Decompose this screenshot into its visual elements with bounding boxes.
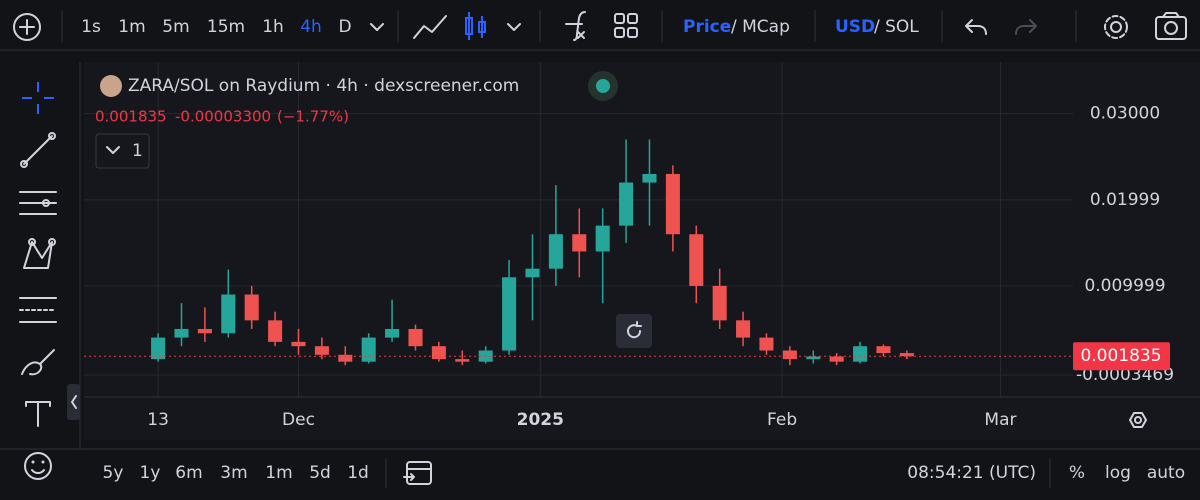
axis-settings[interactable] <box>1129 412 1147 428</box>
interval-dropdown[interactable] <box>370 23 384 31</box>
interval[interactable]: 15m <box>207 17 245 37</box>
candle-body <box>291 341 306 347</box>
candle-body <box>876 346 891 354</box>
candle-button[interactable] <box>465 12 486 40</box>
text-tool[interactable] <box>25 401 51 427</box>
candle-body <box>736 320 751 338</box>
candle-body <box>642 173 657 183</box>
add-button[interactable] <box>13 13 41 41</box>
percent-toggle[interactable]: % <box>1069 463 1085 483</box>
candle-body <box>221 294 236 334</box>
status-dot <box>596 79 610 93</box>
sol-toggle[interactable]: / SOL <box>874 17 919 37</box>
line-chart-button[interactable] <box>413 15 447 39</box>
interval[interactable]: 5m <box>162 17 189 37</box>
candle-body <box>268 320 283 342</box>
screenshot-button[interactable] <box>1155 12 1187 40</box>
legend-change-pct: (−1.77%) <box>277 108 349 126</box>
settings-button[interactable] <box>1104 15 1128 39</box>
candle-body <box>782 350 797 360</box>
candle-body <box>619 182 634 226</box>
candle-body <box>455 359 470 362</box>
token-avatar <box>100 75 122 97</box>
auto-toggle[interactable]: auto <box>1147 463 1185 483</box>
interval[interactable]: D <box>338 17 351 37</box>
x-tick-label: Mar <box>984 410 1016 430</box>
range-button[interactable]: 5y <box>103 463 124 483</box>
y-tick-label: 0.01999 <box>1090 190 1160 210</box>
usd-toggle[interactable]: USD <box>835 17 875 37</box>
candle-body <box>361 337 376 362</box>
chart-panel <box>84 62 1200 440</box>
chart-type-dropdown[interactable] <box>507 23 521 31</box>
legend-count: 1 <box>132 141 143 161</box>
interval[interactable]: 1h <box>262 17 284 37</box>
last-price-tag <box>1073 342 1170 371</box>
candle-body <box>548 234 563 269</box>
candle-body <box>174 328 189 338</box>
prediction-tool[interactable] <box>19 297 57 323</box>
candle-body <box>502 277 517 351</box>
fib-tool[interactable] <box>19 191 57 215</box>
interval[interactable]: 1m <box>118 17 145 37</box>
candle-body <box>244 294 259 321</box>
pattern-tool[interactable] <box>23 238 56 269</box>
range-button[interactable]: 5d <box>309 463 331 483</box>
legend-price: 0.001835 <box>95 108 167 126</box>
date-range-button[interactable] <box>403 461 432 485</box>
crosshair-tool[interactable] <box>22 82 54 114</box>
indicators-button[interactable] <box>565 11 586 41</box>
candle-body <box>899 353 914 357</box>
candle-body <box>151 337 166 360</box>
candle-body <box>431 346 446 360</box>
y-tick-label: 0.009999 <box>1084 276 1165 296</box>
legend-change: -0.00003300 <box>175 108 271 126</box>
redo-button[interactable] <box>1015 19 1038 35</box>
undo-button[interactable] <box>965 19 987 35</box>
range-button[interactable]: 6m <box>175 463 202 483</box>
candle-body <box>338 354 353 362</box>
candle-body <box>665 173 680 235</box>
range-button[interactable]: 1y <box>140 463 161 483</box>
candle-body <box>197 328 212 334</box>
range-button[interactable]: 1m <box>265 463 292 483</box>
candle-body <box>829 356 844 362</box>
x-tick-label: Dec <box>282 410 315 430</box>
chart-title: ZARA/SOL on Raydium · 4h · dexscreener.c… <box>128 76 519 96</box>
legend-collapse[interactable]: 1 <box>95 133 150 169</box>
candle-body <box>853 346 868 362</box>
price-toggle[interactable]: Price <box>683 17 731 37</box>
candle-body <box>314 346 329 355</box>
emoji-tool[interactable] <box>24 452 52 480</box>
x-tick-label: 2025 <box>517 410 564 430</box>
candle-body <box>525 268 540 278</box>
layouts-button[interactable] <box>614 13 638 38</box>
range-button[interactable]: 3m <box>220 463 247 483</box>
candle-body <box>806 356 821 360</box>
log-toggle[interactable]: log <box>1105 463 1131 483</box>
candle-body <box>572 234 587 252</box>
brush-tool[interactable] <box>21 349 55 376</box>
y-tick-label: 0.03000 <box>1090 104 1160 124</box>
candle-body <box>759 337 774 351</box>
candle-body <box>712 285 727 321</box>
last-price-label: 0.001835 <box>1080 346 1161 366</box>
candle-body <box>689 234 704 286</box>
range-button[interactable]: 1d <box>347 463 369 483</box>
x-tick-label: Feb <box>767 410 797 430</box>
mcap-toggle[interactable]: / MCap <box>731 17 790 37</box>
interval-active[interactable]: 4h <box>300 17 322 37</box>
candle-body <box>595 225 610 252</box>
collapse-sidebar[interactable] <box>67 384 80 420</box>
reset-view-button[interactable] <box>616 314 652 348</box>
candle-body <box>385 328 400 338</box>
candle-body <box>408 328 423 347</box>
x-tick-label: 13 <box>147 410 169 430</box>
clock: 08:54:21 (UTC) <box>907 463 1036 483</box>
trendline-tool[interactable] <box>20 132 56 168</box>
interval[interactable]: 1s <box>81 17 101 37</box>
